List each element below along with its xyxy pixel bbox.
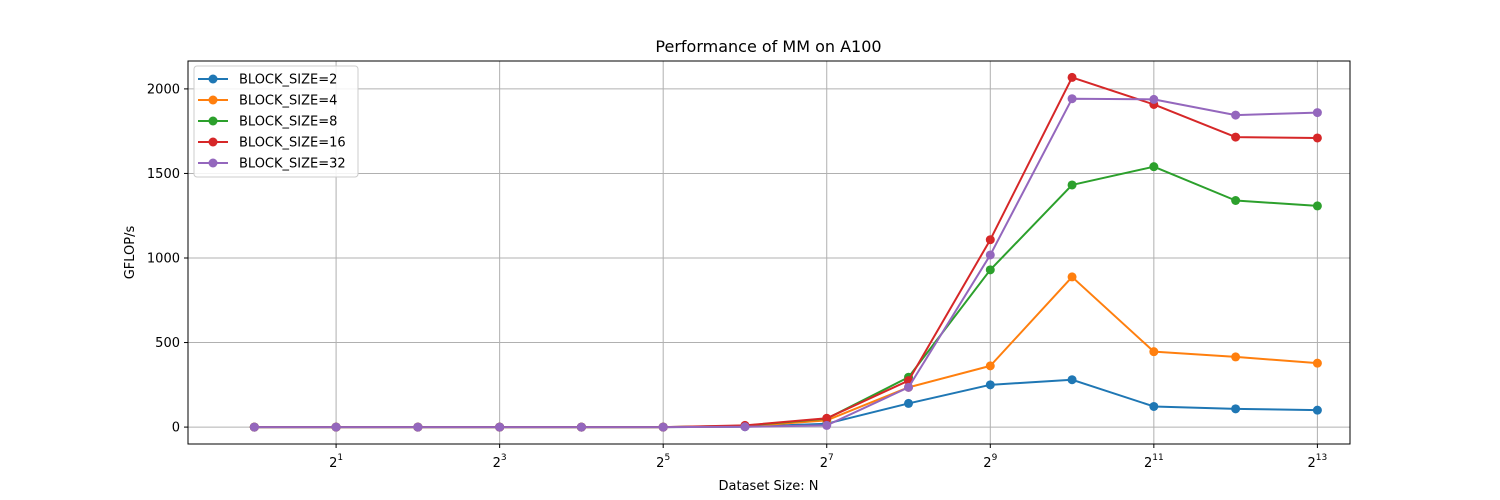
x-axis: 21 23 25 27 29 211 213 <box>329 444 1327 471</box>
x-tick-label: 27 <box>820 453 834 471</box>
data-point <box>904 382 914 392</box>
data-point <box>1067 72 1077 82</box>
legend-item: BLOCK_SIZE=32 <box>198 157 346 172</box>
chart-title: Performance of MM on A100 <box>655 37 881 56</box>
legend-swatch-marker <box>208 95 218 105</box>
x-tick-label: 213 <box>1308 453 1328 471</box>
x-tick-label: 21 <box>329 453 343 471</box>
data-point <box>822 413 832 423</box>
legend-item: BLOCK_SIZE=8 <box>198 115 337 130</box>
data-point <box>1231 352 1241 362</box>
y-tick-label: 0 <box>172 421 180 436</box>
grid <box>188 61 1350 444</box>
plot-frame <box>187 60 1351 445</box>
series-line <box>254 97 1318 429</box>
x-tick-label: 29 <box>983 453 997 471</box>
series-4 <box>249 72 1322 432</box>
data-point <box>1231 404 1241 414</box>
legend-swatch-marker <box>208 158 218 168</box>
data-point <box>331 422 341 432</box>
data-point <box>985 380 995 390</box>
y-axis: 0 500 1000 1500 2000 <box>147 82 188 436</box>
data-point <box>413 422 423 432</box>
data-point <box>985 235 995 245</box>
data-point <box>1312 358 1322 368</box>
data-point <box>1149 347 1159 357</box>
legend-item: BLOCK_SIZE=2 <box>198 73 337 88</box>
x-tick-label: 211 <box>1144 453 1164 471</box>
y-tick-label: 2000 <box>147 82 180 97</box>
data-point <box>1067 272 1077 282</box>
y-tick-label: 500 <box>155 336 180 351</box>
y-tick-label: 1000 <box>147 251 180 266</box>
data-point <box>1231 110 1241 120</box>
data-point <box>1312 133 1322 143</box>
series-2 <box>249 272 1322 432</box>
legend-label: BLOCK_SIZE=32 <box>239 157 346 172</box>
legend-label: BLOCK_SIZE=16 <box>239 136 346 151</box>
data-point <box>1231 196 1241 206</box>
x-axis-label: Dataset Size: N <box>719 479 819 494</box>
series-5 <box>249 94 1322 432</box>
legend-item: BLOCK_SIZE=16 <box>198 136 346 151</box>
legend-swatch-marker <box>208 116 218 126</box>
data-point <box>1067 180 1077 190</box>
data-point <box>495 422 505 432</box>
series-line <box>254 378 1318 429</box>
legend-swatch-marker <box>208 137 218 147</box>
series-line <box>254 76 1318 429</box>
data-point <box>1231 132 1241 142</box>
data-point <box>904 398 914 408</box>
legend-label: BLOCK_SIZE=8 <box>239 115 337 130</box>
data-point <box>249 422 259 432</box>
legend: BLOCK_SIZE=2 BLOCK_SIZE=4 BLOCK_SIZE=8 BLOC… <box>193 65 359 178</box>
data-point <box>1067 94 1077 104</box>
data-point <box>1312 405 1322 415</box>
data-point <box>740 422 750 432</box>
data-point <box>576 422 586 432</box>
data-point <box>1149 94 1159 104</box>
data-point <box>658 422 668 432</box>
x-tick-label: 23 <box>493 453 507 471</box>
data-point <box>985 250 995 260</box>
legend-label: BLOCK_SIZE=4 <box>239 94 337 109</box>
legend-label: BLOCK_SIZE=2 <box>239 73 337 88</box>
data-point <box>1312 201 1322 211</box>
y-axis-label: GFLOP/s <box>123 225 138 279</box>
data-point <box>1149 162 1159 172</box>
x-tick-label: 25 <box>656 453 670 471</box>
y-tick-label: 1500 <box>147 167 180 182</box>
series-line <box>254 165 1318 429</box>
series-3 <box>249 162 1322 432</box>
data-point <box>1312 108 1322 118</box>
data-point <box>985 265 995 275</box>
legend-item: BLOCK_SIZE=4 <box>198 94 337 109</box>
legend-swatch-marker <box>208 74 218 84</box>
data-point <box>985 361 995 371</box>
legend-box <box>193 65 359 178</box>
data-point <box>1149 401 1159 411</box>
data-point <box>822 420 832 430</box>
series-layer <box>249 72 1322 432</box>
data-point <box>1067 375 1077 385</box>
